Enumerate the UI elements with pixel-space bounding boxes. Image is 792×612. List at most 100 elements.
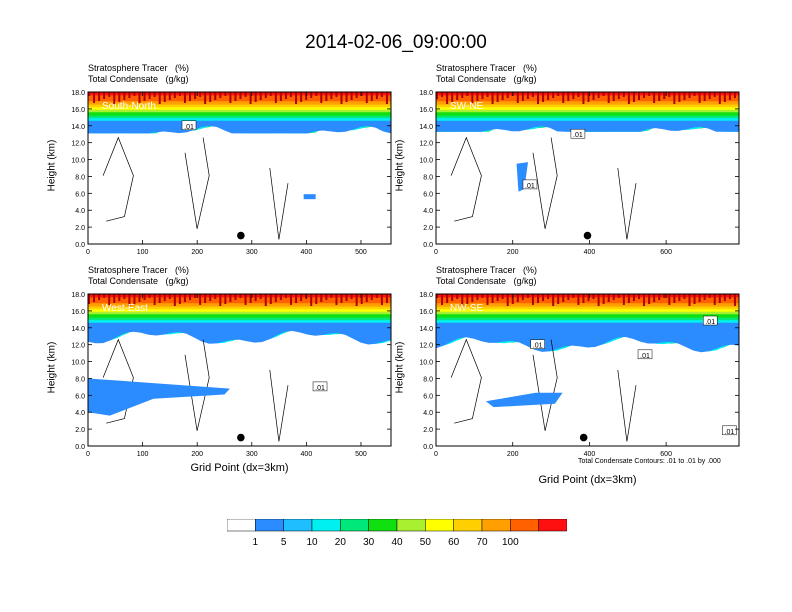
tracer-spike xyxy=(673,92,676,104)
y-axis-label-1: Height (km) xyxy=(46,139,58,192)
tracer-spike xyxy=(229,92,232,103)
tracer-spike xyxy=(602,92,605,96)
colorbar-swatch xyxy=(425,519,454,532)
tracer-spike xyxy=(148,294,151,298)
y-tick-label: 6.0 xyxy=(423,393,433,400)
tracer-spike xyxy=(385,92,388,104)
tracer-spike xyxy=(526,294,529,298)
tracer-spike xyxy=(723,294,726,301)
plot-sw-ne: .01 .01 SW-NE 0.0 2.0 4.0 6.0 8.0 10.0 12.0 14.0 16… xyxy=(419,90,740,256)
tracer-spike xyxy=(178,92,181,96)
y-tick-label: 14.0 xyxy=(419,326,433,333)
y-tick-label: 14.0 xyxy=(419,124,433,131)
colorbar-label: 1 xyxy=(252,537,259,548)
x-tick-label: 400 xyxy=(301,451,313,458)
tracer-spike xyxy=(133,294,136,304)
tracer-spike xyxy=(511,294,514,304)
tracer-spike xyxy=(290,92,292,97)
y-tick-label: 10.0 xyxy=(71,158,85,165)
tracer-spike xyxy=(516,294,519,302)
colorbar-swatch xyxy=(453,519,483,532)
contour-label-box xyxy=(570,128,586,139)
y-tick-label: 4.0 xyxy=(75,208,85,215)
tracer-field xyxy=(88,92,391,240)
y-tick-label: 0.0 xyxy=(423,242,433,249)
plot-frame xyxy=(435,91,740,245)
tracer-spike xyxy=(310,92,313,98)
tracer-spike xyxy=(466,92,469,96)
tracer-spike xyxy=(93,92,96,103)
tracer-spike xyxy=(688,294,691,306)
y-tick-label: 0.0 xyxy=(75,444,85,451)
tracer-spike xyxy=(350,294,353,299)
condensate-contour xyxy=(269,167,289,240)
tracer-spike xyxy=(491,92,494,104)
x-tick-label: 200 xyxy=(191,451,203,458)
y-tick-label: 12.0 xyxy=(419,343,433,350)
tracer-spike xyxy=(224,92,227,96)
condensate-contour xyxy=(102,136,134,222)
tracer-spike xyxy=(269,294,272,304)
colorbar-swatch xyxy=(311,519,341,532)
tracer-spike xyxy=(708,294,711,298)
x-tick-label: 100 xyxy=(137,249,149,256)
tracer-spike xyxy=(597,294,600,306)
tracer-spike xyxy=(622,92,625,97)
tracer-spike xyxy=(254,92,257,102)
x-tick-label: 200 xyxy=(507,451,519,458)
contour-label: .01 xyxy=(525,183,535,190)
plot-frame xyxy=(87,91,392,245)
x-tick-label: 500 xyxy=(355,249,367,256)
y-tick-label: 14.0 xyxy=(71,326,85,333)
tracer-spike xyxy=(128,92,131,98)
tracer-spike xyxy=(542,294,545,301)
tracer-spike xyxy=(123,294,126,299)
tracer-spike xyxy=(612,294,615,300)
colorbar xyxy=(227,519,567,532)
tracer-spike xyxy=(300,294,303,301)
tracer-spike xyxy=(526,92,529,99)
colorbar-swatch xyxy=(283,519,313,532)
tracer-spike xyxy=(597,92,600,98)
tracer-spike xyxy=(118,92,121,102)
colorbar-label: 100 xyxy=(501,537,519,548)
x-tick-label: 0 xyxy=(86,249,90,256)
panel-title-line2: Total Condensate (g/kg) xyxy=(88,74,189,84)
y-axis-label-3: Height (km) xyxy=(46,341,58,394)
tracer-spike xyxy=(173,92,176,98)
tracer-spike xyxy=(471,92,474,103)
tracer-spike xyxy=(320,294,323,302)
tracer-spike xyxy=(234,92,237,101)
y-tick-label: 8.0 xyxy=(423,376,433,383)
y-tick-label: 16.0 xyxy=(71,309,85,316)
tracer-spike xyxy=(244,92,247,97)
tracer-field xyxy=(436,294,739,442)
tracer-spike xyxy=(108,294,111,305)
tracer-spike xyxy=(249,92,252,104)
tracer-spike xyxy=(648,294,651,304)
tracer-spike xyxy=(673,294,676,303)
tracer-band xyxy=(436,322,739,353)
tracer-spike xyxy=(733,92,736,98)
location-marker xyxy=(583,231,592,240)
y-tick-label: 16.0 xyxy=(71,107,85,114)
tracer-spike xyxy=(698,294,701,302)
colorbar-swatch xyxy=(255,519,284,532)
panel-name: NW-SE xyxy=(450,303,483,314)
panel-title-line1: Stratosphere Tracer (%) xyxy=(436,63,538,73)
tracer-spike xyxy=(315,92,318,96)
tracer-spike xyxy=(183,92,186,103)
tracer-spike xyxy=(678,294,681,301)
tracer-spike xyxy=(355,92,358,98)
tracer-spike xyxy=(587,92,590,102)
tracer-spike xyxy=(733,294,736,306)
y-tick-label: 6.0 xyxy=(75,191,85,198)
tracer-spike xyxy=(562,294,565,302)
tracer-spike xyxy=(496,92,499,102)
tracer-spike xyxy=(239,92,242,99)
tracer-spike xyxy=(451,92,454,102)
y-tick-label: 18.0 xyxy=(71,90,85,97)
colorbar-swatch xyxy=(510,519,539,532)
contour-label-box xyxy=(637,349,653,360)
tracer-spike xyxy=(627,294,630,303)
